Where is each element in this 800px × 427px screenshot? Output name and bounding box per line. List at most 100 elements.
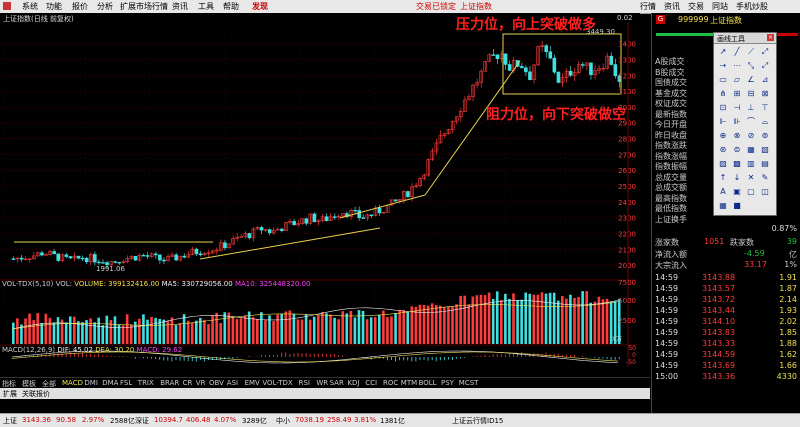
tab-mtm[interactable]: MTM [400,379,418,387]
volume-bar [459,295,462,344]
drawing-tool-icon[interactable]: ⊟ [747,89,755,98]
menu-item-help[interactable]: 帮助 [223,2,239,11]
drawing-tool-icon[interactable]: ✕ [747,173,755,182]
tick-price: 3143.72 [702,295,736,304]
drawing-tool-icon[interactable]: ⊪ [733,117,741,126]
tab-kdj[interactable]: KDJ [347,379,360,387]
g-badge[interactable]: G [656,15,665,24]
drawing-tool-icon[interactable]: ▧ [761,145,769,154]
drawing-tool-icon[interactable]: ⊿ [761,75,769,84]
tab-emv[interactable]: EMV [244,379,260,387]
drawing-tool-icon[interactable]: ✎ [761,173,769,182]
tab-extend[interactable]: 扩展 [3,390,17,398]
kline-chart[interactable]: 3400 3300 3200 3100 3000 2900 2800 2700 2600 2500… [0,23,637,367]
menu-item-quote[interactable]: 报价 [72,2,88,11]
tab-asi[interactable]: ASI [226,379,239,387]
tab-vr[interactable]: VR [195,379,206,387]
drawing-tool-icon[interactable]: ⊠ [761,89,769,98]
tab-vol-tdx[interactable]: VOL-TDX [262,379,293,387]
drawing-tool-icon[interactable]: ▢ [747,187,755,196]
menu-item-ext-market[interactable]: 扩展市场行情 [120,2,168,11]
drawing-tool-icon[interactable]: ╱ [734,47,740,56]
menu-item-news[interactable]: 资讯 [172,2,188,11]
right-btn-trade[interactable]: 交易 [688,2,704,11]
drawing-tool-icon[interactable]: ⊤ [761,103,769,112]
tab-mcst[interactable]: MCST [458,379,479,387]
drawing-tool-icon[interactable]: ⌒ [747,117,755,126]
drawing-tool-icon[interactable]: ⊩ [719,117,727,126]
drawing-tool-icon[interactable]: ⊣ [733,103,741,112]
right-btn-market[interactable]: 行情 [640,2,656,11]
menu-item-discover[interactable]: 发现 [252,2,268,11]
drawing-tool-icon[interactable]: ⊚ [761,131,769,140]
menu-item-analysis[interactable]: 分析 [97,2,113,11]
close-icon[interactable]: × [767,34,774,41]
tab-trix[interactable]: TRIX [137,379,154,387]
macd-indicator-name[interactable]: MACD(12,26,9) [2,346,56,354]
tab-sar[interactable]: SAR [329,379,344,387]
drawing-tool-icon[interactable]: ▱ [733,75,741,84]
drawing-tool-icon[interactable]: ⤡ [747,61,755,70]
index-link[interactable]: 上证指数 [460,2,492,11]
right-btn-mobile[interactable]: 手机炒股 [736,2,768,11]
drawing-tool-icon[interactable]: ⊥ [747,103,755,112]
drawing-tool-icon[interactable]: ⊜ [733,145,741,154]
drawing-tool-icon[interactable]: ⇢ [719,61,727,70]
tab-related-quote[interactable]: 关联报价 [22,390,50,398]
drawing-tool-icon[interactable]: ▦ [747,145,755,154]
drawing-tool-icon[interactable]: ⊘ [747,131,755,140]
drawing-tool-icon[interactable]: ⋔ [719,89,727,98]
drawing-tool-icon[interactable]: ▥ [747,159,755,168]
drawing-tool-window[interactable]: 画线工具 × ↗ ╱ ⟋ ⤢ ⇢ ⋯ ⤡ ⤢ ▭ ▱ ∠ ⊿ ⋔ ⊞ ⊟ ⊠ ⊡ ⊣ ⊥ ⊤ ⊩ ⊪ ⌒ ⌓ ⊕ ⊗ ⊘ ⊚ ⊛ ⊜ ▦ ▧ ▨… [713,32,777,216]
menu-item-function[interactable]: 功能 [46,2,62,11]
tab-obv[interactable]: OBV [209,379,224,387]
drawing-tool-icon[interactable]: ▦ [719,201,727,210]
menu-item-tools[interactable]: 工具 [198,2,214,11]
drawing-tool-icon[interactable]: ↑ [719,173,727,182]
drawing-tool-icon[interactable]: ⊡ [719,103,727,112]
drawing-tool-icon[interactable]: ▤ [761,159,769,168]
drawing-tool-icon[interactable]: ▭ [719,75,727,84]
tab-roc[interactable]: ROC [383,379,399,387]
drawing-tool-icon[interactable]: ↓ [733,173,741,182]
menu-item-system[interactable]: 系统 [22,2,38,11]
tab-dma[interactable]: DMA [102,379,119,387]
drawing-tool-icon[interactable]: ■ [733,201,741,210]
volume-indicator-name[interactable]: VOL-TDX(5,10) [2,280,54,288]
tab-cr[interactable]: CR [182,379,193,387]
drawing-tool-icon[interactable]: ▨ [719,159,727,168]
tab-macd[interactable]: MACD [62,379,83,387]
tab-boll[interactable]: BOLL [418,379,437,387]
drawing-tool-icon[interactable]: ⤢ [761,47,769,56]
tab-全部[interactable]: 全部 [42,380,56,388]
menu-icon[interactable] [3,2,11,10]
tab-brar[interactable]: BRAR [160,379,180,387]
drawing-tool-icon[interactable]: ▩ [733,159,741,168]
drawing-tool-icon[interactable]: ⊞ [733,89,741,98]
drawing-tool-icon[interactable]: ⋯ [733,61,741,70]
drawing-tool-icon[interactable]: ▣ [733,187,741,196]
drawing-tool-icon[interactable]: ↗ [719,47,727,56]
drawing-tool-icon[interactable]: ⊗ [733,131,741,140]
tab-psy[interactable]: PSY [441,379,454,387]
drawing-tool-icon[interactable]: A [720,187,726,196]
drawing-tool-icon[interactable]: ∠ [747,75,755,84]
tab-fsl[interactable]: FSL [120,379,133,387]
tab-wr[interactable]: WR [316,379,329,387]
drawing-tool-icon[interactable]: ◫ [761,187,769,196]
right-btn-news[interactable]: 资讯 [664,2,680,11]
right-btn-site[interactable]: 同站 [712,2,728,11]
tab-cci[interactable]: CCI [365,379,378,387]
tool-window-titlebar[interactable]: 画线工具 × [714,33,776,44]
tab-rsi[interactable]: RSI [298,379,310,387]
drawing-tool-icon[interactable]: ⌓ [761,117,769,126]
tab-指标[interactable]: 指标 [2,380,16,388]
drawing-tool-icon[interactable]: ⟋ [748,47,754,56]
drawing-tool-icon[interactable]: ⊛ [719,145,727,154]
tab-模板[interactable]: 模板 [22,380,36,388]
annotation-support: 阻力位，向下突破做空 [486,107,626,123]
cloud-status[interactable]: 上证云行情ID15 [452,417,504,425]
drawing-tool-icon[interactable]: ⊕ [719,131,727,140]
tab-dmi[interactable]: DMI [84,379,98,387]
drawing-tool-icon[interactable]: ⤢ [761,61,769,70]
